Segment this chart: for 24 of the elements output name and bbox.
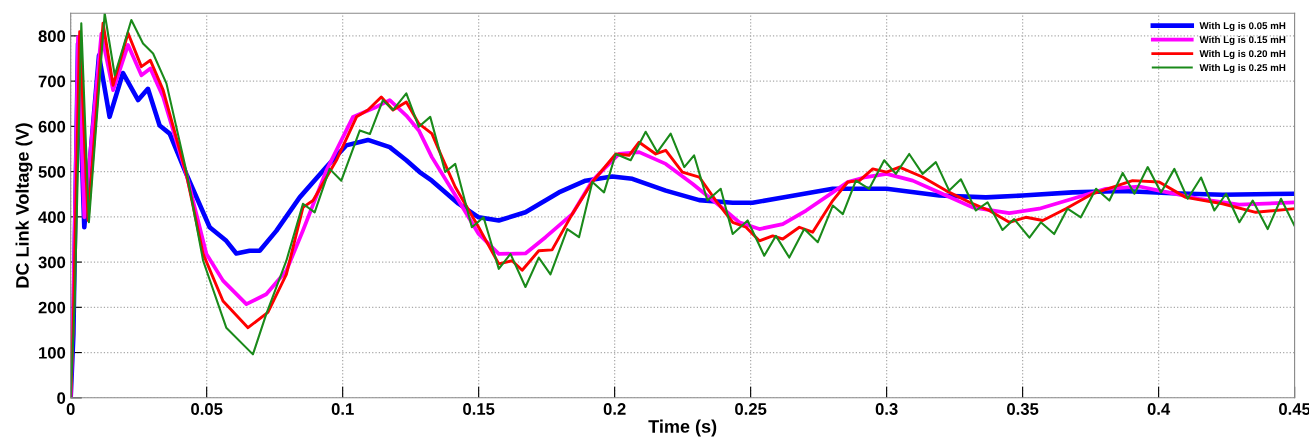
x-tick-label: 0.4 bbox=[1147, 403, 1171, 415]
y-tick-label: 100 bbox=[39, 346, 66, 359]
y-tick-label: 800 bbox=[38, 30, 66, 43]
y-tick-label: 300 bbox=[38, 256, 66, 269]
x-tick-label: 0.1 bbox=[331, 403, 354, 415]
y-tick-label: 600 bbox=[38, 120, 66, 133]
y-tick-label: 400 bbox=[38, 211, 66, 224]
x-axis-title: Time (s) bbox=[648, 419, 717, 437]
x-tick-label: 0.2 bbox=[603, 403, 626, 415]
x-tick-label: 0 bbox=[66, 403, 75, 415]
y-axis-title: DC Link Voltage (V) bbox=[15, 123, 33, 288]
x-tick-label: 0.15 bbox=[463, 403, 495, 415]
x-tick-label: 0.05 bbox=[191, 403, 223, 415]
y-tick-label: 200 bbox=[38, 301, 66, 314]
y-tick-label: 500 bbox=[38, 166, 66, 178]
y-tick-label: 0 bbox=[57, 392, 66, 404]
legend-label: With Lg is 0.15 mH bbox=[1199, 35, 1286, 46]
legend-label: With Lg is 0.25 mH bbox=[1199, 63, 1286, 74]
legend-label: With Lg is 0.20 mH bbox=[1199, 49, 1286, 60]
x-tick-label: 0.3 bbox=[875, 403, 898, 415]
legend-label: With Lg is 0.05 mH bbox=[1199, 22, 1286, 32]
y-tick-label: 700 bbox=[38, 75, 66, 88]
x-tick-label: 0.25 bbox=[735, 403, 767, 415]
x-tick-label: 0.35 bbox=[1007, 403, 1039, 415]
